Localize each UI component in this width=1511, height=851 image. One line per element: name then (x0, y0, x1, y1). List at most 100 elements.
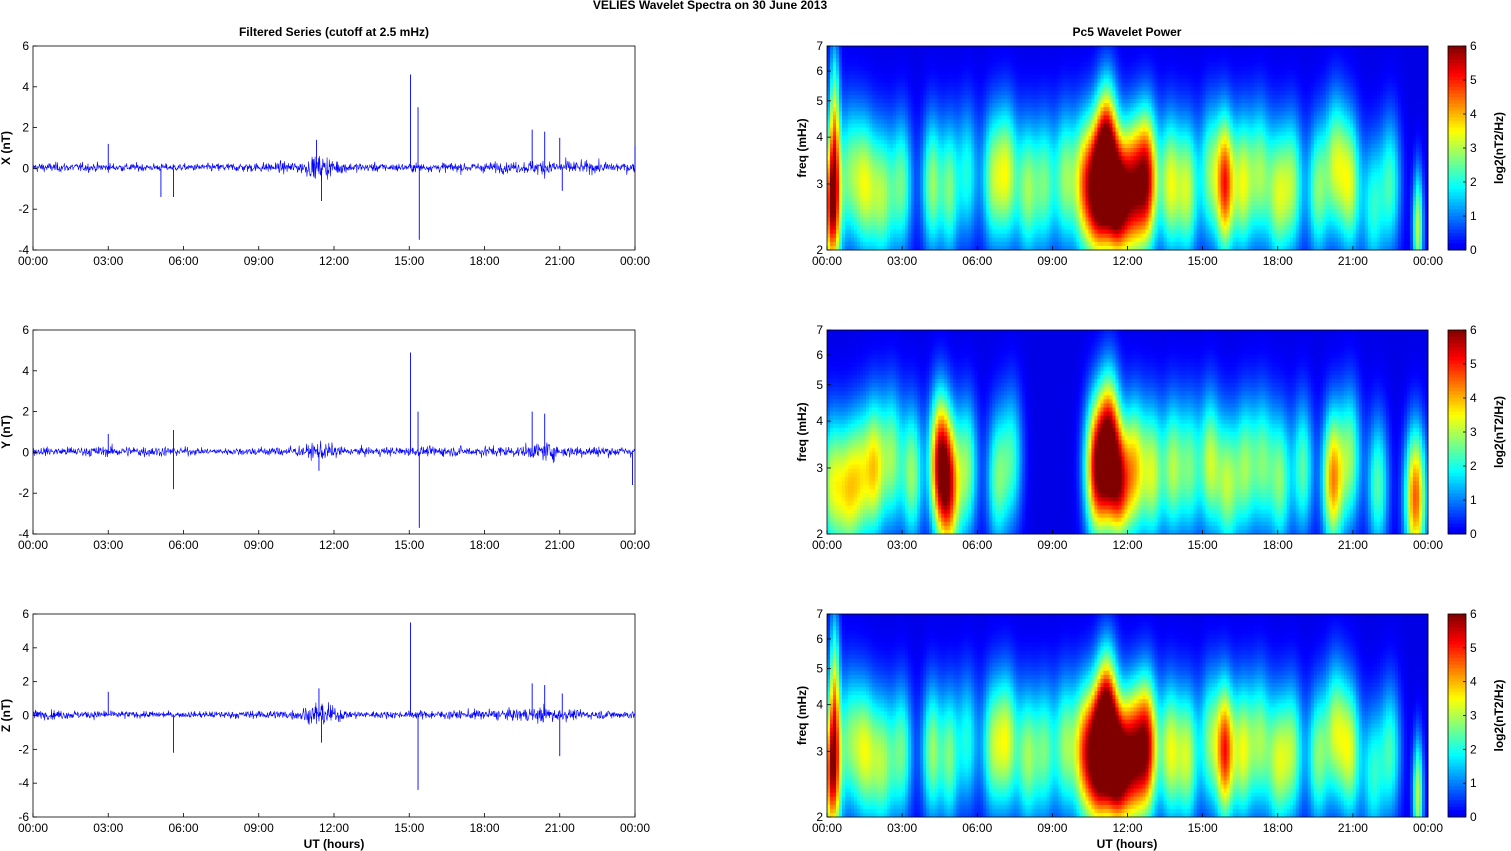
wavelet-power-cell (1025, 79, 1028, 83)
wavelet-power-cell (845, 70, 848, 74)
wavelet-power-cell (1371, 99, 1374, 103)
wavelet-power-cell (938, 79, 941, 83)
wavelet-power-cell (920, 99, 923, 103)
wavelet-power-cell (833, 83, 836, 87)
wavelet-power-cell (950, 87, 953, 91)
wavelet-power-cell (1155, 91, 1158, 95)
wavelet-power-cell (1170, 132, 1173, 136)
wavelet-power-cell (1251, 115, 1254, 119)
wavelet-power-cell (890, 70, 893, 74)
wavelet-power-cell (902, 124, 905, 128)
wavelet-power-cell (866, 111, 869, 115)
wavelet-power-cell (1188, 54, 1191, 58)
wavelet-power-cell (1200, 111, 1203, 115)
wavelet-power-cell (875, 91, 878, 95)
wavelet-power-cell (1152, 103, 1155, 107)
wavelet-power-cell (1143, 128, 1146, 132)
wavelet-power-cell (869, 79, 872, 83)
wavelet-power-cell (1308, 58, 1311, 62)
wavelet-power-cell (1112, 95, 1115, 99)
wavelet-power-cell (1040, 79, 1043, 83)
wavelet-power-cell (1106, 79, 1109, 83)
wavelet-power-cell (1103, 91, 1106, 95)
wavelet-power-cell (1022, 124, 1025, 128)
wavelet-power-cell (1224, 136, 1227, 140)
wavelet-power-cell (944, 91, 947, 95)
wavelet-power-cell (1209, 119, 1212, 123)
wavelet-power-cell (1248, 95, 1251, 99)
wavelet-power-cell (986, 107, 989, 111)
wavelet-power-cell (956, 144, 959, 148)
wavelet-power-cell (1302, 62, 1305, 66)
wavelet-power-cell (1350, 54, 1353, 58)
wavelet-power-cell (929, 54, 932, 58)
wavelet-power-cell (1155, 128, 1158, 132)
wavelet-power-cell (1031, 111, 1034, 115)
wavelet-power-cell (1028, 119, 1031, 123)
wavelet-power-cell (842, 136, 845, 140)
wavelet-power-cell (842, 75, 845, 79)
wavelet-power-cell (833, 95, 836, 99)
wavelet-power-cell (1290, 54, 1293, 58)
wavelet-power-cell (1203, 95, 1206, 99)
wavelet-power-cell (1275, 50, 1278, 54)
wavelet-power-cell (1293, 87, 1296, 91)
wavelet-power-cell (1134, 115, 1137, 119)
wavelet-power-cell (854, 132, 857, 136)
wavelet-power-cell (1173, 58, 1176, 62)
wavelet-power-cell (1007, 99, 1010, 103)
wavelet-power-cell (1073, 124, 1076, 128)
wavelet-power-cell (914, 83, 917, 87)
wavelet-power-cell (926, 58, 929, 62)
wavelet-power-cell (1010, 91, 1013, 95)
wavelet-power-cell (1215, 70, 1218, 74)
wavelet-power-cell (1218, 87, 1221, 91)
wavelet-power-cell (1284, 75, 1287, 79)
wavelet-power-cell (1401, 79, 1404, 83)
wavelet-power-cell (1085, 58, 1088, 62)
wavelet-power-cell (1121, 46, 1124, 50)
wavelet-power-cell (1371, 79, 1374, 83)
wavelet-power-cell (1043, 62, 1046, 66)
wavelet-power-cell (1380, 99, 1383, 103)
wavelet-power-cell (974, 58, 977, 62)
wavelet-power-cell (962, 46, 965, 50)
wavelet-power-cell (1350, 124, 1353, 128)
wavelet-power-cell (899, 58, 902, 62)
wavelet-power-cell (1079, 54, 1082, 58)
wavelet-power-cell (1236, 66, 1239, 70)
wavelet-power-cell (1392, 91, 1395, 95)
wavelet-power-cell (1034, 54, 1037, 58)
wavelet-power-cell (926, 50, 929, 54)
wavelet-power-cell (1203, 136, 1206, 140)
wavelet-power-cell (1131, 91, 1134, 95)
wavelet-power-cell (932, 124, 935, 128)
wavelet-power-cell (1182, 91, 1185, 95)
wavelet-power-cell (983, 103, 986, 107)
wavelet-power-cell (1416, 75, 1419, 79)
wavelet-power-cell (1055, 54, 1058, 58)
wavelet-power-cell (1170, 140, 1173, 144)
wavelet-power-cell (836, 66, 839, 70)
wavelet-power-cell (1326, 70, 1329, 74)
wavelet-power-cell (1137, 79, 1140, 83)
wavelet-power-cell (1106, 115, 1109, 119)
wavelet-power-cell (1341, 140, 1344, 144)
wavelet-power-cell (1269, 115, 1272, 119)
wavelet-power-cell (1281, 70, 1284, 74)
wavelet-power-cell (935, 66, 938, 70)
wavelet-power-cell (1245, 111, 1248, 115)
wavelet-power-cell (872, 95, 875, 99)
wavelet-power-cell (1209, 54, 1212, 58)
wavelet-power-cell (1224, 132, 1227, 136)
wavelet-power-cell (1320, 124, 1323, 128)
wavelet-power-cell (1106, 75, 1109, 79)
wavelet-power-cell (1236, 119, 1239, 123)
wavelet-power-cell (1010, 132, 1013, 136)
wavelet-power-cell (1248, 103, 1251, 107)
wavelet-power-cell (1326, 54, 1329, 58)
wavelet-power-cell (1061, 58, 1064, 62)
wavelet-power-cell (1194, 50, 1197, 54)
wavelet-power-cell (1067, 124, 1070, 128)
wavelet-power-cell (1037, 79, 1040, 83)
